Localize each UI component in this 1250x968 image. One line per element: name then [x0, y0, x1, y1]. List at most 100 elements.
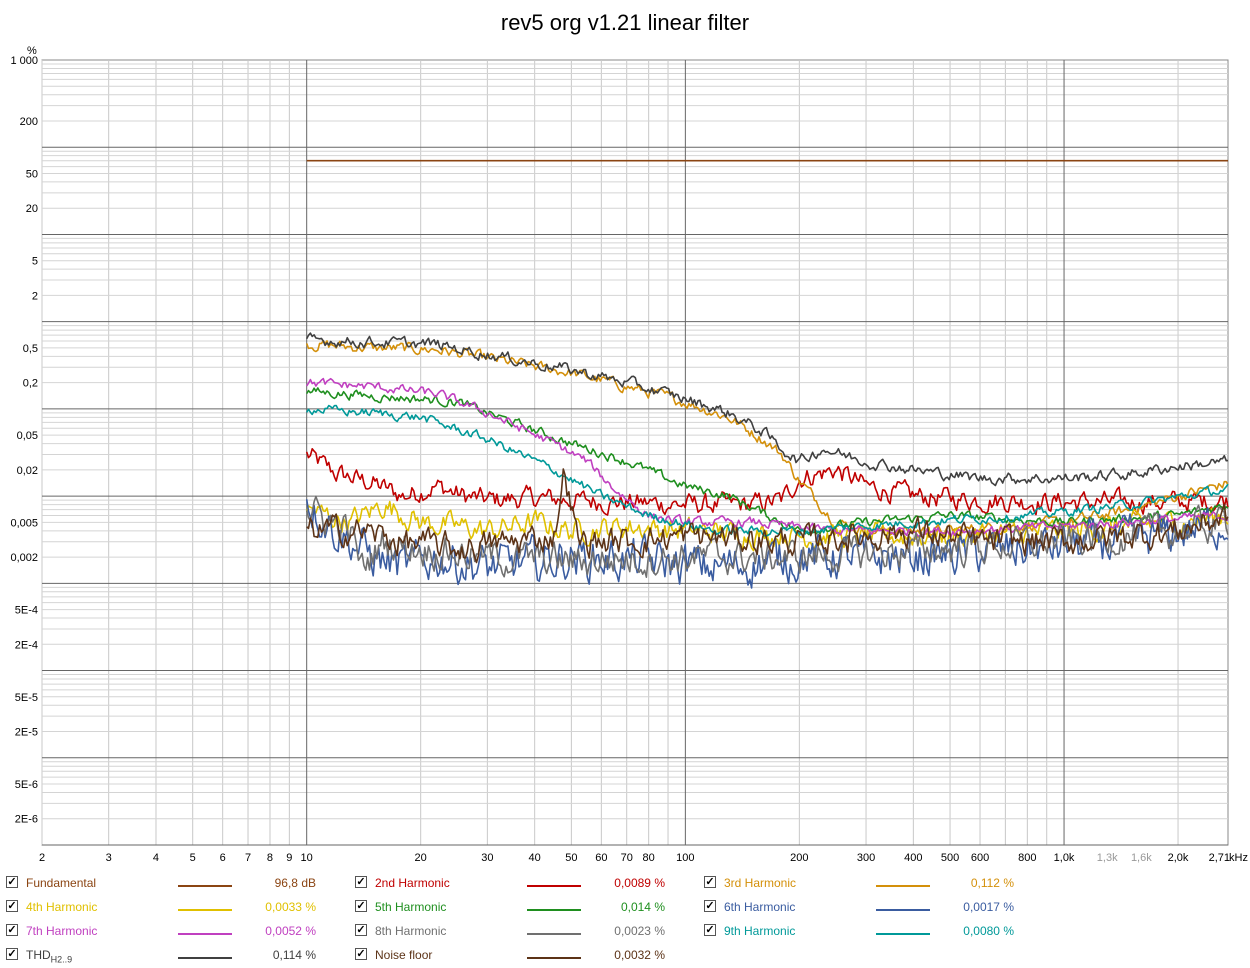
legend-line-swatch [178, 957, 232, 959]
legend-checkbox[interactable]: ✓ [704, 876, 716, 888]
legend-checkbox[interactable]: ✓ [355, 924, 367, 936]
y-tick-label: 5 [32, 256, 38, 268]
legend-series-name: 8th Harmonic [375, 924, 447, 938]
legend-series-name: THDH2..9 [26, 948, 73, 965]
legend-checkbox[interactable]: ✓ [355, 948, 367, 960]
y-tick-label: 0,5 [23, 343, 38, 355]
x-tick-label: 1,3k [1097, 852, 1118, 864]
x-tick-label: 100 [676, 852, 694, 864]
series-line-8th-harmonic [305, 495, 1229, 578]
x-tick-label: 200 [790, 852, 808, 864]
series-line-2nd-harmonic [305, 448, 1229, 516]
legend-item-6th-harmonic: ✓ 6th Harmonic 0,0017 % [704, 897, 1034, 917]
legend-series-name: 5th Harmonic [375, 900, 447, 914]
legend-checkbox[interactable]: ✓ [6, 900, 18, 912]
legend-series-name: 3rd Harmonic [724, 876, 797, 890]
legend-item-fundamental: ✓ Fundamental 96,8 dB [6, 873, 336, 893]
x-tick-label: 40 [529, 852, 541, 864]
legend-series-name: 9th Harmonic [724, 924, 796, 938]
legend-checkbox[interactable]: ✓ [6, 876, 18, 888]
legend-checkbox[interactable]: ✓ [355, 876, 367, 888]
grid-minor [41, 60, 1228, 845]
y-tick-label: 5E-4 [15, 605, 38, 617]
y-axis-ticks: 1 000 200 50 20 5 2 0,5 0,2 0,05 0,02 0,005 0,002 5E… [10, 55, 38, 826]
legend-series-name: 6th Harmonic [724, 900, 796, 914]
x-axis-ticks: 2 3 4 5 6 7 8 9 10 20 30 40 50 60 70 80 100 200 300 400 500 6… [39, 852, 1230, 864]
series-line-6th-harmonic [305, 499, 1229, 589]
y-tick-label: 50 [26, 168, 38, 180]
y-tick-label: 0,002 [10, 552, 38, 564]
legend-line-swatch [527, 933, 581, 935]
x-tick-label: 9 [286, 852, 292, 864]
series-line-9th-harmonic [306, 404, 1229, 537]
legend-series-name: 2nd Harmonic [375, 876, 450, 890]
x-tick-label: 300 [857, 852, 875, 864]
legend-line-swatch [178, 885, 232, 887]
plot-area: 1 000 200 50 20 5 2 0,5 0,2 0,05 0,02 0,005 0,002 5E… [10, 45, 1248, 864]
plot-background [41, 59, 1229, 846]
legend-item-8th-harmonic: ✓ 8th Harmonic 0,0023 % [355, 921, 685, 941]
x-tick-label: 50 [565, 852, 577, 864]
x-tick-label: 7 [245, 852, 251, 864]
legend-series-name: 7th Harmonic [26, 924, 98, 938]
legend-series-name: 4th Harmonic [26, 900, 98, 914]
x-tick-label: 5 [190, 852, 196, 864]
x-tick-label: 600 [971, 852, 989, 864]
legend-checkbox[interactable]: ✓ [704, 924, 716, 936]
legend-item-2nd-harmonic: ✓ 2nd Harmonic 0,0089 % [355, 873, 685, 893]
x-tick-label: 400 [904, 852, 922, 864]
x-tick-label: 4 [153, 852, 159, 864]
legend-checkbox[interactable]: ✓ [704, 900, 716, 912]
legend: ✓ Fundamental 96,8 dB ✓ 2nd Harmonic 0,0089 %… [0, 868, 1250, 968]
legend-value: 0,0023 % [614, 924, 665, 938]
y-tick-label: 0,05 [17, 430, 38, 442]
y-tick-label: 1 000 [10, 55, 38, 67]
legend-line-swatch [178, 933, 232, 935]
series-layer [305, 159, 1229, 589]
y-tick-label: 2E-6 [15, 814, 38, 826]
x-tick-label: 6 [220, 852, 226, 864]
legend-value: 0,0052 % [265, 924, 316, 938]
legend-item-3rd-harmonic: ✓ 3rd Harmonic 0,112 % [704, 873, 1034, 893]
legend-checkbox[interactable]: ✓ [355, 900, 367, 912]
legend-line-swatch [876, 909, 930, 911]
x-tick-label: 80 [643, 852, 655, 864]
y-tick-label: 2E-4 [15, 639, 38, 651]
series-line-noise-floor [306, 468, 1229, 564]
y-tick-label: 2E-5 [15, 727, 38, 739]
x-tick-label: 8 [267, 852, 273, 864]
chart-title: rev5 org v1.21 linear filter [500, 10, 750, 35]
legend-value: 0,014 % [620, 900, 665, 914]
x-tick-label: 30 [481, 852, 493, 864]
legend-value: 0,0017 % [963, 900, 1014, 914]
legend-checkbox[interactable]: ✓ [6, 924, 18, 936]
legend-checkbox[interactable]: ✓ [6, 948, 18, 960]
legend-line-swatch [178, 909, 232, 911]
series-line-thd [305, 332, 1229, 487]
series-line-5th-harmonic [306, 387, 1229, 536]
x-tick-label: 20 [415, 852, 427, 864]
y-tick-label: 200 [20, 116, 38, 128]
y-tick-label: 5E-6 [15, 779, 38, 791]
legend-value: 96,8 dB [274, 876, 316, 890]
legend-series-name: Noise floor [375, 948, 433, 962]
legend-value: 0,112 % [970, 876, 1014, 890]
legend-line-swatch [876, 933, 930, 935]
x-tick-label: 10 [301, 852, 313, 864]
x-tick-label: 2 [39, 852, 45, 864]
y-tick-label: 0,02 [17, 465, 38, 477]
legend-item-noise-floor: ✓ Noise floor 0,0032 % [355, 945, 685, 965]
y-axis-unit: % [27, 45, 37, 57]
x-tick-label: 1,6k [1131, 852, 1152, 864]
x-tick-label: 60 [595, 852, 607, 864]
legend-series-name: Fundamental [26, 876, 97, 890]
legend-item-7th-harmonic: ✓ 7th Harmonic 0,0052 % [6, 921, 336, 941]
y-tick-label: 5E-5 [15, 692, 38, 704]
x-axis-unit: kHz [1229, 852, 1248, 864]
legend-line-swatch [527, 909, 581, 911]
legend-line-swatch [876, 885, 930, 887]
x-tick-label: 800 [1018, 852, 1036, 864]
x-tick-label: 2,71 [1209, 852, 1230, 864]
legend-value: 0,114 % [272, 948, 316, 962]
y-tick-label: 2 [32, 290, 38, 302]
